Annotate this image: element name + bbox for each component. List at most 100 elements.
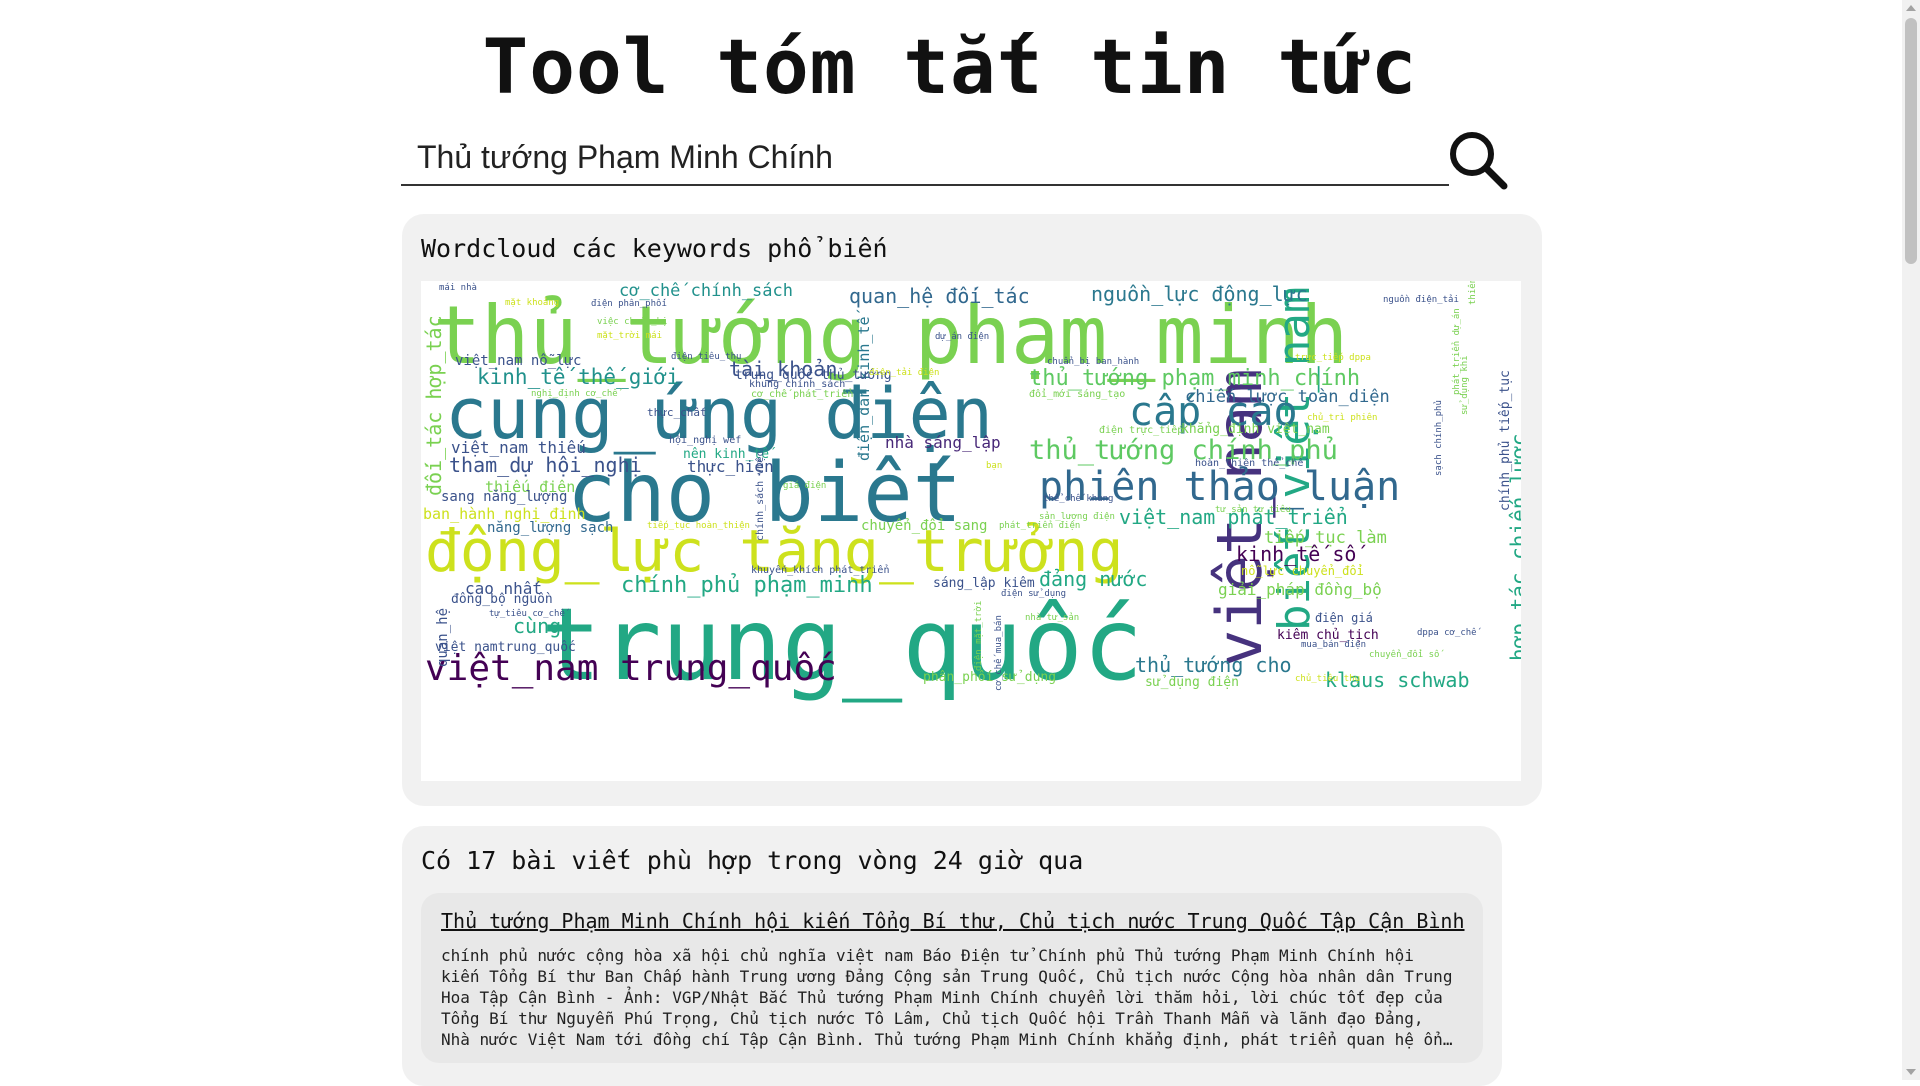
wordcloud-word: mua_bán điện — [1301, 640, 1366, 650]
wordcloud-word: chủ_tiêu thụ — [1295, 673, 1360, 684]
wordcloud-word: việt_nam thiếu — [451, 438, 586, 457]
wordcloud-word: trực_tiếp dppa — [1295, 352, 1371, 363]
wordcloud-word: điện sử_dụng — [1001, 588, 1066, 599]
wordcloud-word: mặt khoảng — [505, 297, 559, 308]
wordcloud-word: nỗ_lực chuyển_đổi — [1241, 564, 1364, 578]
wordcloud-word: nguồn_lực động_lực — [1091, 282, 1308, 306]
wordcloud-word: thủ_tướng phạm_minh_chính — [1029, 366, 1360, 391]
wordcloud-word: thực_hiện — [687, 457, 774, 476]
wordcloud-word: việt_nam — [1203, 368, 1276, 667]
wordcloud-word: chính_phủ phạm_minh — [621, 573, 873, 598]
search-button[interactable] — [1446, 128, 1510, 192]
articles-count-header: Có 17 bài viết phù hợp trong vòng 24 giờ… — [421, 846, 1084, 875]
search-input[interactable] — [401, 130, 1449, 186]
wordcloud-word: điện trực_tiếp — [1099, 424, 1183, 436]
wordcloud-word: khẳng_định việt_nam — [1181, 422, 1330, 437]
wordcloud-word: kinh_tế số — [1236, 542, 1366, 566]
wordcloud-word: hoàn_thiện thể_chế — [1195, 457, 1308, 469]
wordcloud-word: sáng_lập kiêm — [933, 576, 1035, 591]
wordcloud-word: nên kinh_tế — [683, 447, 776, 462]
wordcloud-word: kiêm chủ_tịch — [1277, 628, 1379, 643]
wordcloud-word: khuyến_khích phát_triển — [751, 564, 889, 576]
wordcloud-word: chuyển_đổi sang — [861, 518, 987, 534]
wordcloud-image: thủ_tướng phạm_minh cung_ứng điện cho biết… — [421, 281, 1521, 781]
wordcloud-word: đổi_mới sáng_tạo — [1029, 388, 1125, 400]
wordcloud-word: giá điện — [783, 481, 826, 491]
wordcloud-word: phát_triển điện — [999, 520, 1080, 531]
wordcloud-word: tự_tiêu cơ_chế — [489, 608, 570, 619]
wordcloud-word: hợp_tác chiến_lược — [1507, 433, 1521, 661]
wordcloud-word: giải_pháp đồng_bộ — [1218, 580, 1382, 599]
wordcloud-word: nguồn điện_tải — [1383, 294, 1459, 305]
wordcloud-word: cơ_chế chính_sách — [619, 281, 793, 301]
wordcloud-word: khung chính_sách — [749, 378, 845, 390]
wordcloud-word: cơ_chế mua_bán — [993, 615, 1004, 691]
wordcloud-word: việt namtrung_quốc — [435, 640, 576, 655]
wordcloud-word: điện phân_phối — [591, 298, 667, 309]
wordcloud-word: sang năng_lượng — [441, 489, 567, 505]
wordcloud-word: nhà sáng_lập — [885, 433, 1001, 452]
wordcloud-word: phân_phối sử_dụng — [923, 670, 1056, 685]
wordcloud-word: tiếp_tục hoàn_thiện — [647, 520, 750, 531]
wordcloud-word: cao nhất — [465, 579, 542, 598]
wordcloud-word: trung_quốc — [541, 586, 1143, 703]
scroll-down-arrow-icon[interactable] — [1906, 1069, 1916, 1075]
wordcloud-word: dự_án điện — [935, 332, 989, 342]
scroll-thumb[interactable] — [1905, 18, 1917, 264]
page-scrollbar[interactable] — [1902, 0, 1920, 1080]
articles-card: Có 17 bài viết phù hợp trong vòng 24 giờ… — [402, 826, 1502, 1086]
wordcloud-word: thủ_tướng chính_phủ — [1029, 435, 1338, 466]
wordcloud-word: mặt_trời mái — [597, 330, 662, 341]
wordcloud-word: quan_hệ đối_tác — [849, 284, 1030, 308]
wordcloud-word: điện tiêu_thụ — [671, 351, 741, 362]
wordcloud-word: biết việt_nam — [1269, 287, 1320, 631]
wordcloud-word: sử_dụng điện — [1145, 675, 1239, 690]
wordcloud-word: kinh_tế thế_giới — [477, 365, 679, 389]
wordcloud-word: tiếp_tục làm — [1264, 528, 1387, 548]
page-title: Tool tóm tắt tin tức — [482, 22, 1418, 111]
wordcloud-word: chủ_trì phiên — [1307, 412, 1377, 423]
article-summary: chính phủ nước cộng hòa xã hội chủ nghĩa… — [441, 946, 1453, 1049]
search-icon — [1450, 132, 1508, 190]
wordcloud-word: nhà tư_sản — [1025, 612, 1079, 623]
wordcloud-word: mái nhà — [439, 283, 477, 293]
wordcloud-word: điện_dân kinh_tế — [855, 310, 873, 461]
wordcloud-word: cấp cao — [1129, 389, 1298, 435]
wordcloud-word: thực_chất — [647, 406, 707, 419]
wordcloud-word: cung_ứng điện — [445, 373, 993, 455]
wordcloud-word: tham_dự hội_nghị — [449, 453, 642, 477]
wordcloud-word: việc chuẩn_bị — [597, 316, 667, 327]
wordcloud-card: Wordcloud các keywords phổ biến thủ_tướn… — [402, 214, 1542, 806]
wordcloud-word: tư_sản tư_tiêu — [1215, 504, 1291, 515]
wordcloud-title: Wordcloud các keywords phổ biến — [421, 234, 888, 263]
wordcloud-word: năng_lượng sạch — [487, 520, 613, 536]
wordcloud-word: phát_triển dự_án — [1451, 308, 1462, 395]
wordcloud-word: thể_chế khung — [1043, 493, 1113, 504]
article-item: Thủ tướng Phạm Minh Chính hội kiến Tổng … — [421, 893, 1483, 1063]
wordcloud-word: sử_dụng khi — [1459, 355, 1470, 415]
wordcloud-word: việt_nam trung_quốc — [425, 648, 837, 689]
wordcloud-word: chuẩn_bị ban_hành — [1047, 356, 1139, 367]
wordcloud-word: đối_tác hợp_tác — [422, 315, 446, 496]
wordcloud-word: ban_hành nghị_định — [423, 505, 586, 523]
wordcloud-word: điện giá — [1315, 611, 1373, 625]
wordcloud-word: hội_nghị wef — [669, 434, 741, 446]
wordcloud-word: nghị_định cơ_chế — [531, 388, 623, 399]
scroll-up-arrow-icon[interactable] — [1906, 5, 1916, 11]
wordcloud-word: thiếu điện — [485, 478, 575, 496]
wordcloud-word: thủ_tướng cho — [1135, 653, 1292, 677]
article-title-link[interactable]: Thủ tướng Phạm Minh Chính hội kiến Tổng … — [441, 909, 1465, 933]
wordcloud-word: chính_phủ tiếp_tục — [1498, 370, 1513, 511]
wordcloud-word: động_lực tăng_trưởng — [425, 517, 1123, 585]
wordcloud-word: đồng_bộ nguồn — [451, 592, 553, 607]
wordcloud-word: cùng — [513, 614, 561, 638]
wordcloud-word: cơ_chế phát_triển — [751, 388, 853, 400]
wordcloud-word: sản_lượng điện — [1039, 511, 1115, 522]
wordcloud-word: chuyển_đổi số — [1369, 649, 1444, 660]
wordcloud-word: việt_nam phát_triển — [1119, 505, 1348, 529]
wordcloud-word: klaus schwab — [1325, 668, 1470, 692]
wordcloud-word: tài_khoản — [729, 357, 837, 381]
wordcloud-word: trung_quốc thủ_tướng — [735, 368, 892, 383]
search-bar — [401, 130, 1508, 190]
